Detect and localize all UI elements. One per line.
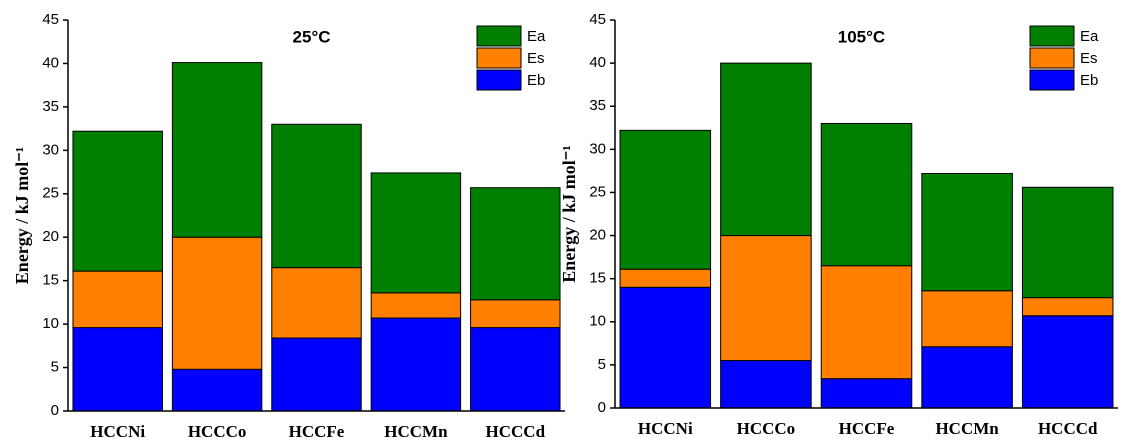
bar-segment [271,337,362,412]
chart-title: 25°C [293,27,331,46]
legend-label: Eb [527,72,545,89]
bar-segment [370,317,462,412]
legend-swatch [1029,25,1075,47]
bar-segment [820,122,913,267]
legend-swatch [476,25,522,47]
y-axis-label: Energy / kJ mol⁻¹ [12,147,32,284]
y-tick-label: 10 [42,315,59,332]
legend-label: Eb [1080,72,1098,89]
x-tick-label: HCCCd [486,422,546,441]
bar-segment [271,123,362,269]
bar-segment [470,187,561,301]
bar-segment [619,286,712,409]
y-tick-label: 15 [589,270,606,287]
legend-swatch [476,47,522,69]
x-tick-label: HCCMn [384,422,448,441]
y-tick-label: 35 [42,98,59,115]
legend-label: Ea [1080,28,1099,45]
y-tick-label: 25 [42,185,59,202]
bar-segment [619,268,712,288]
bar-segment [720,62,812,237]
bar-segment [820,265,913,380]
legend-swatch [1029,47,1075,69]
x-tick-label: HCCNi [638,419,693,438]
bar-segment [370,292,462,319]
y-tick-label: 35 [589,97,606,114]
y-tick-label: 20 [589,227,606,244]
y-axis-label: Energy / kJ mol⁻¹ [559,145,579,282]
legend-swatch [476,69,522,91]
x-tick-label: HCCFe [839,419,895,438]
legend-label: Es [527,50,545,67]
bar-segment [72,327,163,412]
legend-label: Es [1080,50,1098,67]
y-tick-label: 0 [598,399,606,416]
y-tick-label: 5 [51,359,59,376]
bar-segment [171,62,263,238]
y-tick-label: 0 [51,402,59,419]
x-tick-label: HCCCo [737,419,796,438]
bar-segment [370,172,462,294]
y-tick-label: 25 [589,183,606,200]
x-tick-label: HCCNi [90,422,145,441]
y-tick-label: 20 [42,228,59,245]
y-tick-label: 30 [589,140,606,157]
y-tick-label: 10 [589,313,606,330]
y-tick-label: 30 [42,141,59,158]
x-tick-label: HCCMn [935,419,999,438]
bar-segment [1021,186,1114,299]
y-tick-label: 40 [589,54,606,71]
bar-segment [72,130,163,272]
y-tick-label: 5 [598,356,606,373]
y-tick-label: 15 [42,272,59,289]
bar-segment [820,378,913,409]
bar-segment [171,236,263,370]
bar-segment [470,299,561,329]
x-tick-label: HCCCo [188,422,247,441]
bar-segment [470,327,561,412]
bar-segment [1021,315,1114,409]
bar-segment [720,235,812,362]
bar-segment [619,129,712,270]
x-tick-label: HCCFe [289,422,345,441]
y-tick-label: 45 [42,11,59,28]
bar-segment [271,267,362,339]
bar-segment [171,368,263,412]
y-tick-label: 40 [42,54,59,71]
legend-label: Ea [527,28,546,45]
y-tick-label: 45 [589,11,606,28]
bar-segment [720,360,812,409]
x-tick-label: HCCCd [1038,419,1098,438]
bar-segment [921,172,1013,292]
bar-segment [72,270,163,329]
bar-segment [921,290,1013,348]
bar-segment [921,346,1013,409]
chart-title: 105°C [838,27,885,46]
bar-segment [1021,297,1114,317]
legend-swatch [1029,69,1075,91]
